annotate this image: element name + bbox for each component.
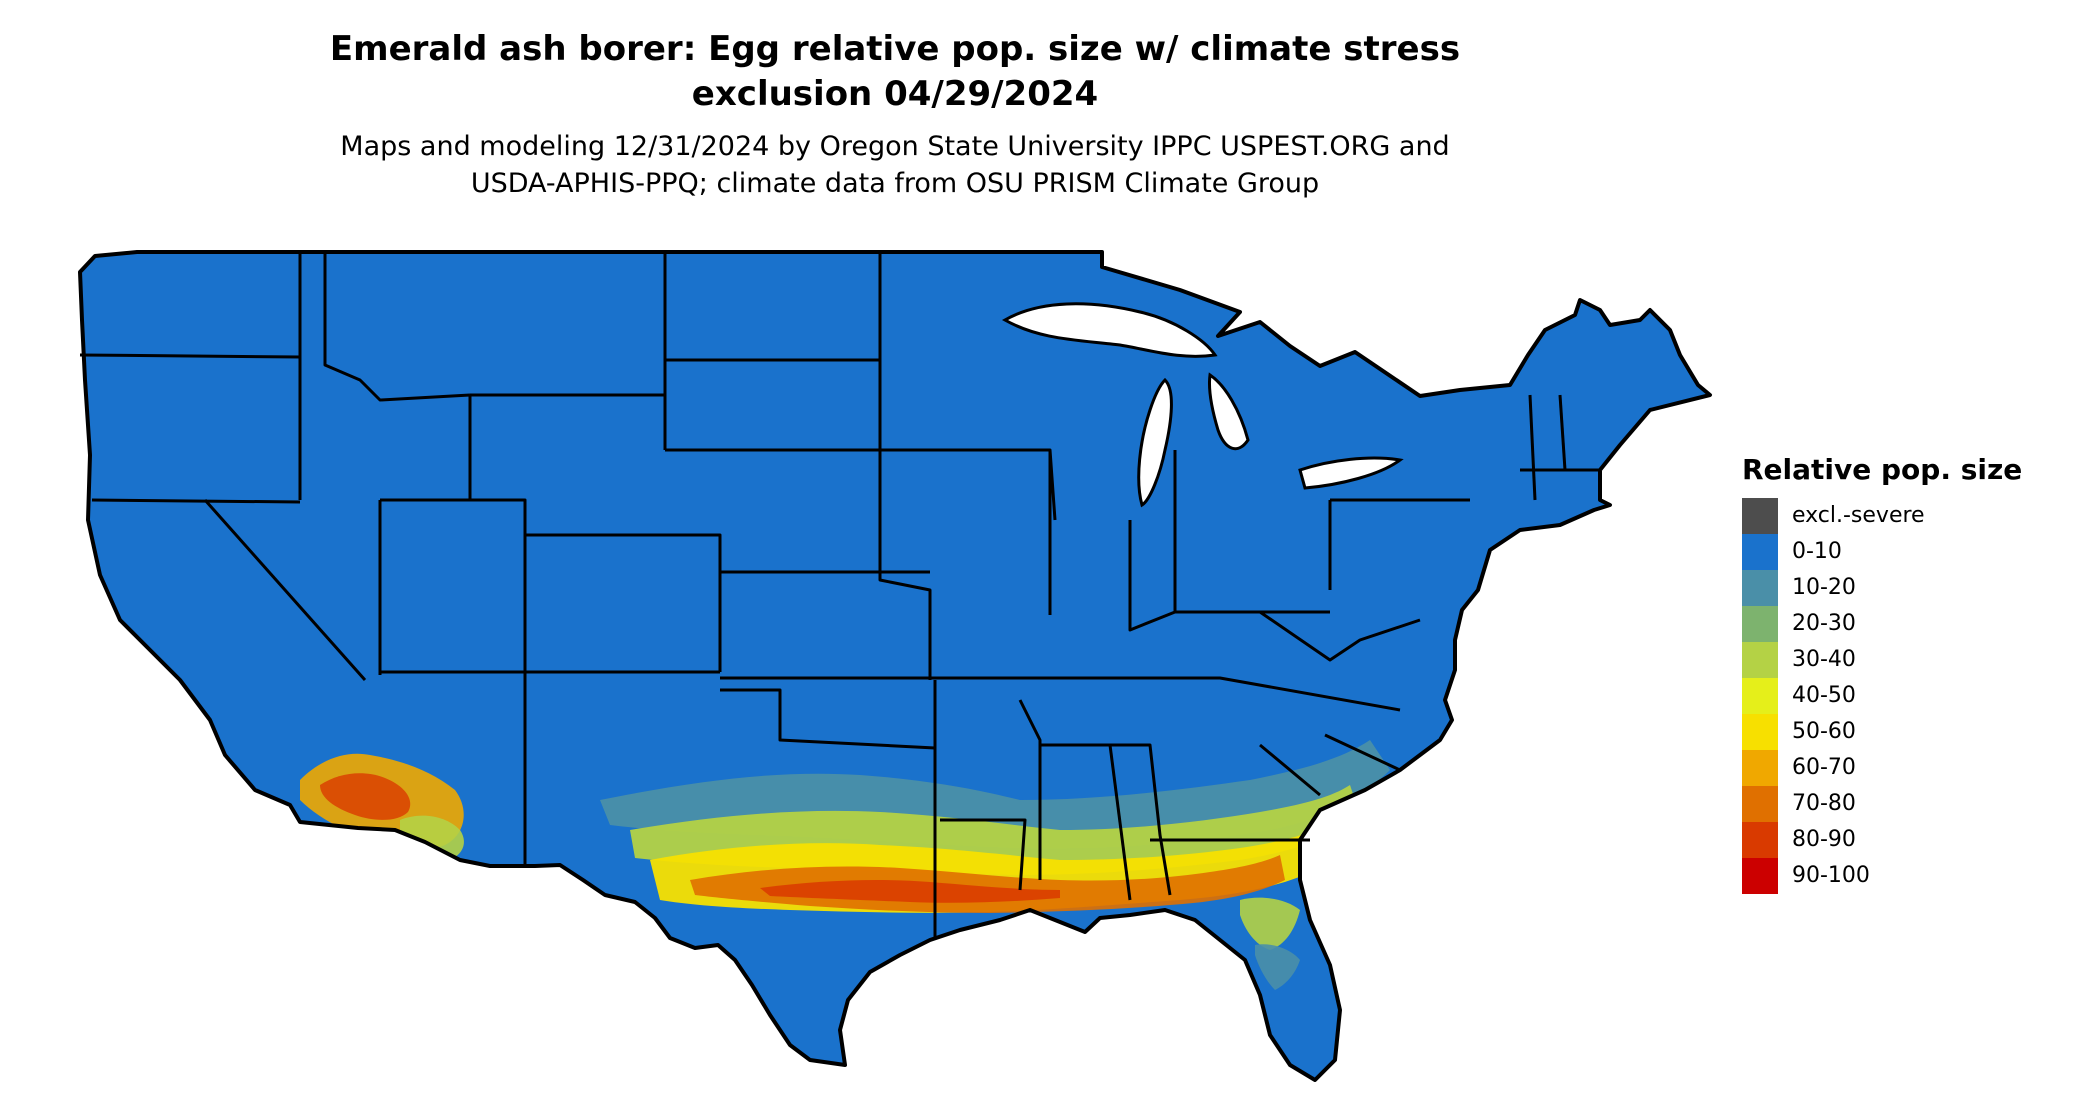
legend-item: 80-90 bbox=[1742, 822, 2082, 858]
legend-swatch bbox=[1742, 570, 1778, 606]
legend-label: 80-90 bbox=[1792, 827, 1856, 852]
legend-label: 60-70 bbox=[1792, 755, 1856, 780]
lake-huron bbox=[1208, 372, 1250, 451]
legend-swatch bbox=[1742, 750, 1778, 786]
map-subtitle-line-2: USDA-APHIS-PPQ; climate data from OSU PR… bbox=[470, 168, 1320, 199]
legend-item: 0-10 bbox=[1742, 534, 2082, 570]
legend-item: 40-50 bbox=[1742, 678, 2082, 714]
legend: Relative pop. size excl.-severe 0-10 10-… bbox=[1742, 452, 2082, 894]
legend-swatch bbox=[1742, 606, 1778, 642]
legend-item: 30-40 bbox=[1742, 642, 2082, 678]
legend-item: 20-30 bbox=[1742, 606, 2082, 642]
legend-swatch bbox=[1742, 678, 1778, 714]
legend-item: 90-100 bbox=[1742, 858, 2082, 894]
legend-label: 70-80 bbox=[1792, 791, 1856, 816]
legend-swatch bbox=[1742, 498, 1778, 534]
southwest-band-80-90 bbox=[320, 773, 411, 820]
legend-title: Relative pop. size bbox=[1742, 453, 2023, 486]
great-lakes bbox=[1001, 302, 1404, 508]
legend-swatch bbox=[1742, 714, 1778, 750]
map-subtitle-line-1: Maps and modeling 12/31/2024 by Oregon S… bbox=[340, 131, 1450, 162]
legend-swatch bbox=[1742, 858, 1778, 894]
legend-item: 50-60 bbox=[1742, 714, 2082, 750]
legend-item: excl.-severe bbox=[1742, 498, 2082, 534]
map-title-line-1: Emerald ash borer: Egg relative pop. siz… bbox=[329, 29, 1461, 69]
legend-item: 60-70 bbox=[1742, 750, 2082, 786]
lake-erie bbox=[1298, 456, 1404, 490]
map-title-line-2: exclusion 04/29/2024 bbox=[691, 74, 1099, 114]
legend-swatch bbox=[1742, 822, 1778, 858]
legend-label: 30-40 bbox=[1792, 647, 1856, 672]
legend-rows: excl.-severe 0-10 10-20 20-30 30-40 40-5… bbox=[1742, 498, 2082, 894]
florida-band-10-20 bbox=[1255, 944, 1300, 990]
legend-label: 90-100 bbox=[1792, 863, 1870, 888]
legend-label: 40-50 bbox=[1792, 683, 1856, 708]
legend-label: 50-60 bbox=[1792, 719, 1856, 744]
legend-swatch bbox=[1742, 534, 1778, 570]
legend-item: 70-80 bbox=[1742, 786, 2082, 822]
lake-superior bbox=[1001, 302, 1218, 358]
legend-swatch bbox=[1742, 786, 1778, 822]
legend-label: 20-30 bbox=[1792, 611, 1856, 636]
florida-band-30-40 bbox=[1240, 897, 1300, 950]
legend-label: excl.-severe bbox=[1792, 503, 1925, 528]
legend-label: 10-20 bbox=[1792, 575, 1856, 600]
legend-swatch bbox=[1742, 642, 1778, 678]
lake-michigan bbox=[1137, 377, 1173, 508]
legend-item: 10-20 bbox=[1742, 570, 2082, 606]
state-boundaries bbox=[79, 252, 1600, 940]
legend-label: 0-10 bbox=[1792, 539, 1842, 564]
southern-band-80-90 bbox=[760, 880, 1060, 903]
